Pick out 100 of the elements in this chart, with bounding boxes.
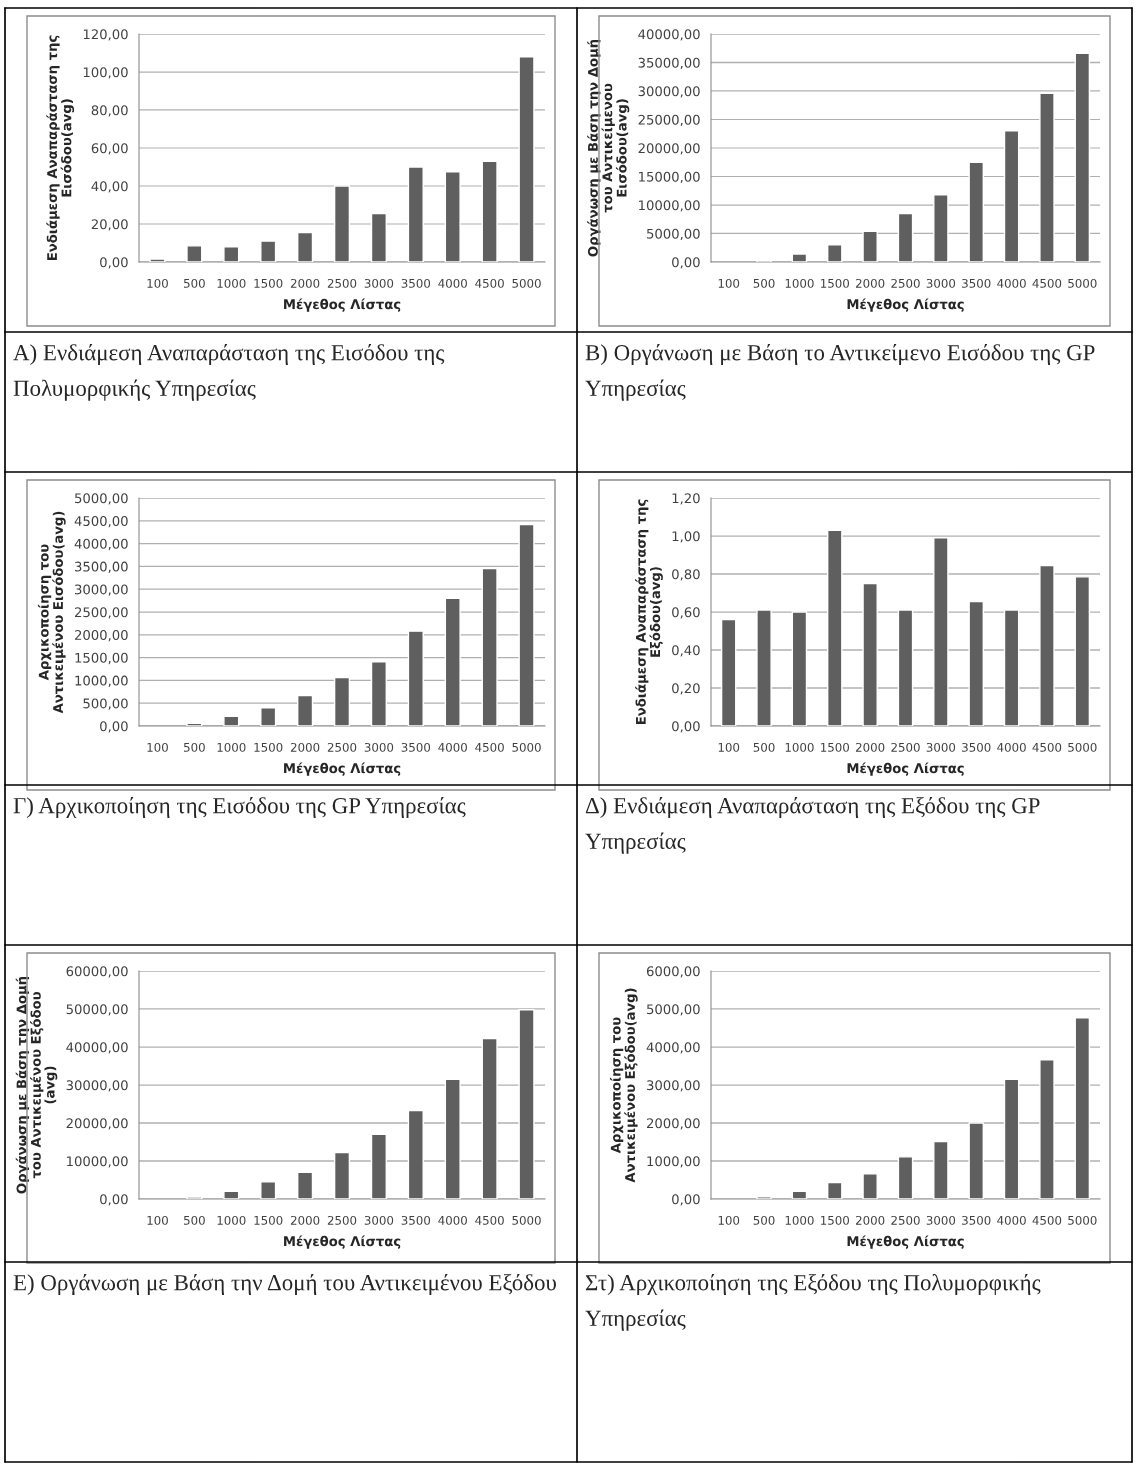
bar (827, 244, 843, 262)
x-tick-label: 1500 (254, 278, 283, 288)
x-tick-label: 2000 (855, 742, 885, 752)
x-tick-label: 1000 (785, 742, 814, 752)
x-tick-label: 5000 (1068, 278, 1097, 288)
y-tick-label: 2000,00 (646, 1118, 700, 1130)
y-tick-label: 80,00 (91, 105, 128, 117)
x-tick-label: 1000 (785, 278, 814, 288)
bar (370, 212, 387, 262)
x-tick-label: 500 (753, 278, 775, 288)
y-tick-label: 30000,00 (66, 1080, 128, 1092)
bar (1074, 576, 1091, 726)
x-tick-label: 500 (184, 1215, 205, 1225)
bar (968, 161, 984, 262)
y-tick-label: 40,00 (91, 181, 128, 193)
y-tick-label: 50000,00 (66, 1004, 128, 1016)
bar (1003, 1078, 1020, 1199)
y-tick-label: 0,00 (672, 257, 700, 269)
x-tick-label: 3500 (401, 278, 431, 288)
bar (297, 694, 314, 726)
x-tick-label: 1000 (217, 1215, 246, 1225)
x-axis-title: Μέγεθος Λίστας (284, 298, 401, 312)
bar (518, 1009, 535, 1199)
bar (968, 600, 984, 726)
x-tick-label: 100 (147, 278, 168, 288)
y-tick-label: 10000,00 (639, 200, 700, 212)
text: Α) Ενδιάμεση Αναπαράσταση της Εισόδου της Πολυμορφικής Υπηρεσίας (13, 344, 445, 401)
y-tick-label: 3500,00 (75, 561, 128, 573)
x-tick-label: 5000 (1068, 742, 1097, 752)
y-tick-label: 5000,00 (647, 1004, 700, 1016)
y-axis-title: Ενδιάμεση Αναπαράσταση της Εξόδου(avg) (635, 499, 663, 725)
x-tick-label: 4500 (475, 1215, 504, 1225)
y-tick-label: 0,00 (100, 257, 128, 269)
x-tick-label: 1500 (254, 1215, 283, 1225)
y-tick-label: 5000,00 (75, 493, 128, 505)
x-tick-label: 2500 (891, 1215, 920, 1225)
x-tick-label: 2000 (855, 1215, 885, 1225)
x-tick-label: 2500 (327, 278, 357, 288)
y-tick-label: 1500,00 (75, 652, 128, 665)
bar (518, 56, 535, 262)
x-tick-label: 2500 (327, 1215, 357, 1225)
x-tick-label: 4500 (475, 742, 504, 752)
x-tick-label: 100 (147, 742, 168, 752)
bar (223, 1190, 240, 1199)
y-tick-label: 40000,00 (638, 29, 700, 41)
x-tick-label: 4000 (997, 278, 1026, 288)
x-tick-label: 1500 (821, 742, 850, 752)
text: Στ) Αρχικοποίηση της Εξόδου της Πολυμορφικής Υπηρεσίας (585, 1274, 1041, 1331)
y-tick-label: 20000,00 (638, 143, 700, 155)
x-tick-label: 4500 (475, 278, 504, 288)
y-tick-label: 10000,00 (67, 1156, 128, 1168)
x-tick-label: 500 (753, 1215, 775, 1225)
bar (444, 597, 461, 726)
x-tick-label: 100 (718, 1215, 740, 1225)
y-axis-title: Αρχικοποίηση του Αντικειμένου Εξόδου(avg) (609, 988, 638, 1183)
x-tick-label: 1500 (821, 278, 850, 288)
x-tick-label: 2500 (891, 278, 920, 288)
x-tick-label: 5000 (512, 742, 541, 752)
x-tick-label: 4000 (438, 1215, 467, 1225)
bar (933, 537, 949, 726)
x-tick-label: 3000 (926, 1215, 956, 1225)
x-tick-label: 500 (184, 742, 205, 752)
y-axis-title: Οργάνωση με Βάση την Δομή του Αντικειμένου Εξόδου (avg) (15, 976, 58, 1194)
bar (333, 676, 351, 726)
x-tick-label: 4500 (1032, 742, 1062, 752)
bar (149, 258, 166, 262)
text: Β) Οργάνωση με Βάση το Αντικείμενο Εισόδου της GP Υπηρεσίας (585, 344, 1095, 401)
y-tick-label: 4500,00 (74, 516, 128, 528)
bar (933, 194, 949, 262)
bar (260, 707, 277, 726)
x-tick-label: 5000 (512, 278, 541, 288)
bar (756, 1196, 772, 1199)
x-tick-label: 4000 (997, 742, 1026, 752)
y-tick-label: 35000,00 (638, 57, 700, 70)
x-tick-label: 3500 (401, 742, 431, 752)
y-tick-label: 30000,00 (638, 86, 700, 98)
y-axis-title: Οργάνωση με Βάση την Δομή του Αντικείμενου Εισόδου(avg) (587, 39, 630, 257)
y-tick-label: 0,00 (100, 721, 128, 733)
x-tick-label: 100 (147, 1215, 168, 1225)
x-tick-label: 3500 (962, 742, 991, 752)
y-tick-label: 0,00 (672, 1194, 700, 1206)
bar (827, 529, 843, 726)
y-tick-label: 6000,00 (646, 966, 700, 978)
x-tick-label: 2500 (327, 742, 357, 752)
bar (223, 715, 240, 726)
bar (1074, 1017, 1091, 1199)
x-tick-label: 3000 (364, 742, 394, 752)
y-tick-label: 0,80 (672, 569, 700, 581)
x-tick-label: 100 (718, 278, 740, 288)
x-tick-label: 1000 (217, 742, 246, 752)
x-tick-label: 1000 (217, 278, 246, 288)
x-tick-label: 4000 (438, 278, 467, 288)
x-axis-title: Μέγεθος Λίστας (847, 298, 964, 312)
bar (827, 1181, 843, 1199)
bar (260, 240, 277, 262)
y-tick-label: 2500,00 (74, 607, 128, 619)
bar (1039, 92, 1055, 262)
x-tick-label: 3500 (962, 1215, 991, 1225)
bar (1074, 52, 1091, 262)
y-tick-label: 0,60 (672, 607, 700, 619)
